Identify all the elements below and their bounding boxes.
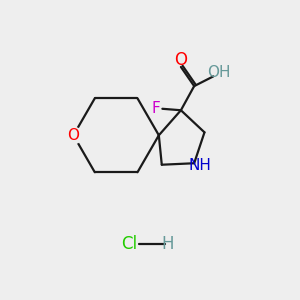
Text: O: O — [174, 51, 188, 69]
Text: NH: NH — [188, 158, 211, 173]
Text: Cl: Cl — [121, 235, 137, 253]
Text: O: O — [68, 128, 80, 143]
Text: H: H — [161, 235, 174, 253]
Text: OH: OH — [207, 65, 231, 80]
Text: F: F — [152, 101, 160, 116]
